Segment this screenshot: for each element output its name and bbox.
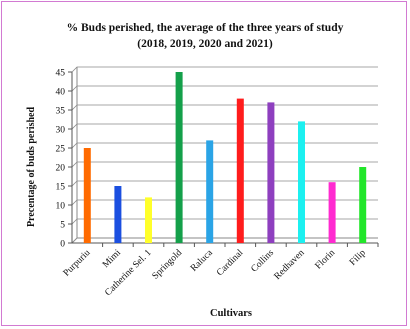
y-tick-label: 0 <box>60 240 65 250</box>
bar <box>114 186 122 243</box>
bar <box>328 182 336 243</box>
bar <box>236 98 244 243</box>
y-tick-label: 15 <box>56 183 66 193</box>
bar <box>298 121 305 243</box>
bar <box>83 148 91 243</box>
gridline <box>71 218 378 225</box>
x-tick-label: Collins <box>250 248 277 275</box>
y-tick-label: 10 <box>56 202 66 212</box>
y-tick-label: 20 <box>56 164 66 174</box>
x-tick-label: Raluca <box>189 248 215 274</box>
gridline <box>71 123 378 130</box>
chart-title: % Buds perished, the average of the thre… <box>66 22 344 34</box>
x-tick-label: Purpuriu <box>62 248 93 279</box>
x-tick-label: Florin <box>314 248 338 272</box>
y-tick-label: 35 <box>56 107 66 117</box>
x-tick-label: Redhaven <box>273 248 307 282</box>
gridline <box>71 142 378 149</box>
gridline <box>71 104 378 111</box>
chart-frame <box>1 1 407 326</box>
gridline <box>71 180 378 187</box>
chart-subtitle: (2018, 2019, 2020 and 2021) <box>137 38 273 50</box>
bar <box>267 102 275 244</box>
x-axis-label: Cultivars <box>210 308 252 319</box>
bar <box>145 197 152 243</box>
y-tick-label: 5 <box>60 221 65 231</box>
gridline <box>71 161 378 168</box>
y-tick-label: 40 <box>56 88 66 98</box>
y-tick-label: 30 <box>56 126 66 136</box>
gridline <box>71 199 378 206</box>
bar <box>206 140 214 243</box>
gridline <box>71 66 378 73</box>
bar <box>359 167 367 243</box>
y-axis-label: Precentage of buds perished <box>26 107 37 228</box>
gridline <box>71 85 378 92</box>
y-tick-label: 25 <box>56 145 66 155</box>
y-tick-label: 45 <box>56 69 66 79</box>
x-tick-label: Mimi <box>101 248 123 270</box>
x-tick-label: Springold <box>151 248 185 282</box>
bar <box>175 72 183 243</box>
x-tick-label: Filip <box>348 248 368 268</box>
x-tick-label: Cardinal <box>215 248 245 278</box>
